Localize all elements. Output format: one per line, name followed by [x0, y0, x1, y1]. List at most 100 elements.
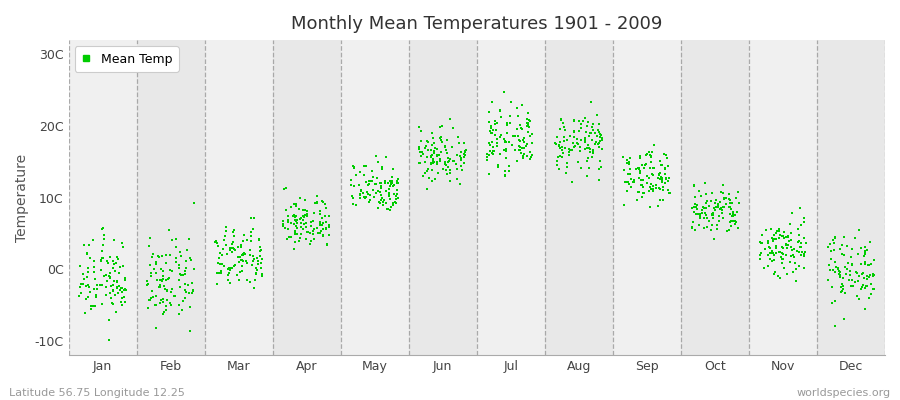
Point — [173, 284, 187, 290]
Point — [499, 148, 513, 154]
Point — [418, 143, 433, 150]
Point — [385, 174, 400, 180]
Point — [222, 245, 237, 252]
Point — [655, 196, 670, 203]
Point — [500, 119, 515, 126]
Point — [593, 158, 608, 165]
Point — [374, 184, 388, 191]
Point — [643, 152, 657, 158]
Point — [822, 262, 836, 268]
Point — [102, 272, 116, 279]
Point — [720, 227, 734, 234]
Bar — [613, 40, 681, 355]
Point — [212, 250, 227, 256]
Point — [592, 121, 607, 127]
Point — [109, 284, 123, 291]
Point — [244, 233, 258, 239]
Point — [212, 255, 226, 261]
Point — [162, 275, 176, 282]
Point — [254, 260, 268, 266]
Point — [769, 236, 783, 242]
Point — [824, 241, 838, 248]
Point — [725, 209, 740, 215]
Point — [549, 141, 563, 147]
Y-axis label: Temperature: Temperature — [15, 154, 29, 242]
Point — [237, 250, 251, 256]
Point — [521, 129, 535, 135]
Point — [358, 179, 373, 186]
Point — [115, 295, 130, 301]
Point — [485, 130, 500, 136]
Point — [630, 197, 644, 203]
Point — [379, 154, 393, 160]
Point — [281, 217, 295, 224]
Point — [237, 232, 251, 238]
Point — [454, 149, 468, 155]
Point — [715, 206, 729, 213]
Point — [84, 302, 98, 309]
Point — [704, 227, 718, 234]
Point — [156, 298, 170, 305]
Point — [827, 323, 842, 330]
Point — [698, 210, 713, 216]
Point — [708, 204, 723, 210]
Point — [554, 154, 569, 160]
Point — [706, 222, 720, 229]
Point — [486, 127, 500, 134]
Point — [580, 119, 595, 126]
Point — [281, 225, 295, 232]
Point — [78, 296, 93, 302]
Point — [383, 204, 398, 210]
Point — [438, 159, 453, 165]
Point — [570, 140, 584, 146]
Point — [576, 117, 590, 124]
Point — [227, 227, 241, 233]
Point — [578, 138, 592, 145]
Point — [646, 188, 661, 194]
Point — [584, 130, 598, 136]
Point — [502, 138, 517, 145]
Point — [554, 138, 568, 145]
Point — [791, 238, 806, 244]
Point — [80, 251, 94, 257]
Point — [441, 164, 455, 170]
Point — [619, 156, 634, 163]
Point — [761, 244, 776, 250]
Point — [422, 175, 436, 181]
Point — [504, 99, 518, 105]
Point — [634, 162, 649, 168]
Point — [184, 304, 198, 310]
Point — [716, 189, 731, 196]
Point — [115, 302, 130, 308]
Point — [833, 284, 848, 290]
Point — [695, 210, 709, 216]
Point — [226, 233, 240, 239]
Point — [103, 274, 117, 280]
Point — [289, 218, 303, 225]
Point — [846, 283, 860, 289]
Point — [623, 154, 637, 161]
Point — [490, 136, 504, 143]
Point — [441, 159, 455, 166]
Point — [368, 190, 382, 196]
Point — [831, 265, 845, 272]
Point — [693, 215, 707, 222]
Point — [770, 230, 784, 236]
Point — [762, 250, 777, 256]
Point — [429, 160, 444, 167]
Point — [652, 174, 666, 181]
Point — [642, 149, 656, 155]
Point — [378, 178, 392, 184]
Point — [490, 140, 504, 146]
Point — [552, 143, 566, 149]
Point — [234, 244, 248, 250]
Point — [782, 259, 796, 266]
Point — [230, 272, 244, 278]
Point — [180, 247, 194, 253]
Point — [776, 233, 790, 239]
Point — [848, 278, 862, 285]
Point — [83, 255, 97, 262]
Point — [310, 230, 325, 236]
Point — [520, 141, 535, 147]
Point — [498, 172, 512, 178]
